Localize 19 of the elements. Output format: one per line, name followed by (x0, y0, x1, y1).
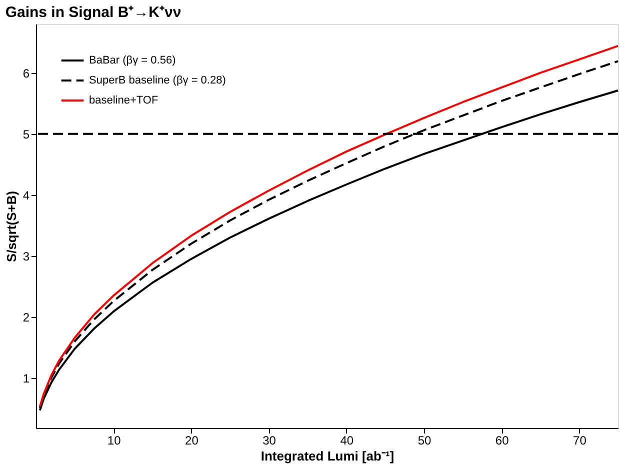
x-tick-label: 70 (573, 434, 587, 448)
y-tick-label: 4 (22, 188, 30, 202)
y-tick-label: 5 (22, 127, 30, 142)
x-axis-title: Integrated Lumi [ab⁻¹] (260, 448, 394, 464)
chart-title: Gains in Signal B⁺→K⁺νν (5, 4, 182, 21)
x-tick-label: 30 (262, 434, 276, 448)
x-tick-label: 20 (185, 434, 199, 448)
y-axis-title: S/sqrt(S+B) (4, 190, 19, 262)
legend-label: baseline+TOF (89, 94, 158, 106)
x-tick-label: 10 (107, 434, 122, 448)
y-tick-label: 2 (22, 310, 30, 324)
legend-label: BaBar (βγ = 0.56) (89, 54, 176, 66)
y-tick-label: 6 (22, 66, 30, 80)
legend-label: SuperB baseline (βγ = 0.28) (89, 74, 226, 86)
x-tick-label: 40 (340, 434, 354, 448)
x-tick-label: 60 (495, 434, 510, 448)
y-tick-label: 1 (22, 371, 30, 386)
x-tick-label: 50 (418, 434, 432, 448)
y-tick-label: 3 (22, 249, 30, 264)
